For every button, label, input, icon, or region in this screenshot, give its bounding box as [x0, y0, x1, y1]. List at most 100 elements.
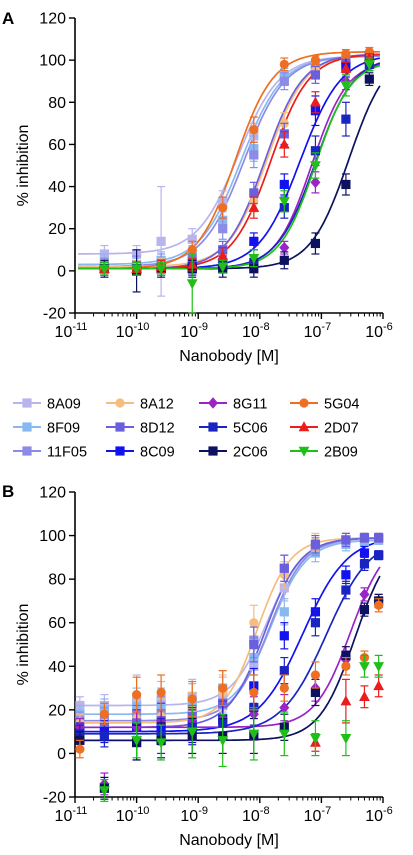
- x-tick-base: 10: [116, 324, 134, 341]
- fit-curve-8f09: [78, 539, 380, 716]
- legend-label-2d07: 2D07: [324, 421, 359, 437]
- y-tick-label: 40: [48, 659, 66, 676]
- x-tick-base: 10: [180, 808, 198, 825]
- legend-marker-5g04: [299, 398, 309, 408]
- point-2d07: [310, 96, 321, 107]
- legend-label-8a12: 8A12: [140, 397, 174, 413]
- legend: 8A09 8A12 8G11 5G04 8F09 8D12 5C06 2D07 11F05 8C0…: [13, 397, 359, 461]
- point-5g04: [374, 600, 384, 610]
- y-tick-label: 20: [48, 221, 66, 238]
- point-2b09: [186, 279, 198, 290]
- fit-curve-8a12: [78, 537, 380, 724]
- point-8a12: [249, 618, 259, 628]
- point-8d12: [249, 188, 259, 198]
- point-2d07: [278, 138, 290, 149]
- point-11f05: [249, 150, 259, 160]
- x-tick-base: 10: [180, 324, 198, 341]
- x-tick-exponent: -7: [321, 321, 331, 333]
- point-8d12: [341, 535, 351, 545]
- point-2b09: [217, 262, 229, 273]
- y-tick-label: 120: [39, 11, 66, 28]
- point-5g04: [156, 687, 166, 698]
- point-2b09: [98, 786, 110, 797]
- point-2c06: [364, 74, 374, 84]
- legend-marker-8a12: [115, 398, 125, 408]
- point-5g04: [218, 683, 228, 693]
- x-tick-label: 10-8: [242, 805, 270, 825]
- point-5g04: [341, 49, 351, 59]
- fit-curve-8g11: [78, 566, 381, 729]
- x-tick-base: 10: [242, 808, 260, 825]
- y-tick-label: 80: [48, 95, 66, 112]
- x-tick-base: 10: [116, 808, 134, 825]
- point-5g04: [249, 125, 259, 135]
- point-2b09: [131, 264, 142, 275]
- x-tick-label: 10-7: [304, 805, 332, 825]
- point-2d07: [217, 250, 229, 261]
- legend-marker-2d07: [298, 421, 310, 432]
- point-8a09: [156, 236, 166, 246]
- point-11f05: [279, 76, 289, 86]
- x-tick-exponent: -10: [134, 321, 150, 333]
- y-tick-label: 40: [48, 179, 66, 196]
- x-tick-exponent: -8: [260, 321, 270, 333]
- point-2d07: [248, 201, 260, 212]
- point-2c06: [341, 179, 351, 190]
- x-tick-label: 10-9: [180, 805, 208, 825]
- point-5g04: [279, 683, 289, 693]
- x-tick-exponent: -10: [134, 805, 150, 817]
- point-11f05: [218, 224, 228, 234]
- legend-label-8f09: 8F09: [47, 421, 80, 437]
- point-2d07: [373, 680, 385, 691]
- point-2b09: [363, 60, 375, 71]
- legend-marker-8g11: [208, 397, 218, 409]
- x-tick-label: 10-6: [365, 805, 393, 825]
- legend-marker-5c06: [208, 422, 218, 432]
- point-8g11: [279, 241, 290, 254]
- fit-curve-5c06: [78, 551, 381, 735]
- x-tick-base: 10: [55, 808, 73, 825]
- fit-curve-8c09: [78, 57, 381, 270]
- x-tick-label: 10-10: [116, 321, 150, 341]
- point-5c06: [341, 114, 351, 124]
- y-tick-label: 0: [57, 746, 66, 763]
- point-2b09: [98, 264, 110, 275]
- legend-marker-8c09: [115, 446, 125, 456]
- panel-letter-a: A: [2, 9, 14, 28]
- point-8c09: [279, 179, 289, 190]
- x-tick-label: 10-11: [55, 805, 88, 825]
- point-2b09: [186, 727, 198, 738]
- x-tick-exponent: -9: [198, 321, 208, 333]
- point-5c06: [374, 550, 384, 560]
- fit-curve-8c09: [78, 540, 381, 733]
- x-tick-exponent: -6: [383, 321, 393, 333]
- point-2b09: [278, 197, 290, 208]
- point-2b09: [248, 729, 260, 740]
- x-tick-label: 10-7: [304, 321, 332, 341]
- point-8g11: [279, 701, 290, 714]
- point-8f09: [279, 607, 289, 617]
- point-2b09: [359, 662, 370, 673]
- point-8c09: [341, 570, 351, 580]
- point-5g04: [187, 245, 197, 255]
- x-tick-base: 10: [304, 808, 322, 825]
- legend-label-2b09: 2B09: [324, 445, 358, 461]
- x-tick-base: 10: [242, 324, 260, 341]
- legend-label-8c09: 8C09: [140, 445, 175, 461]
- y-tick-label: 100: [39, 53, 66, 70]
- point-2b09: [131, 736, 142, 747]
- legend-label-11f05: 11F05: [47, 445, 87, 461]
- y-axis-title: % inhibition: [15, 604, 32, 686]
- point-2b09: [155, 738, 167, 749]
- point-2b09: [340, 81, 352, 92]
- point-2b09: [340, 733, 352, 744]
- point-5g04: [75, 744, 85, 754]
- point-2d07: [340, 695, 352, 706]
- point-8d12: [279, 563, 289, 573]
- point-5g04: [132, 690, 142, 700]
- point-8g11: [359, 588, 370, 601]
- x-tick-base: 10: [365, 808, 383, 825]
- point-8c09: [249, 236, 259, 246]
- point-8d12: [249, 639, 259, 650]
- point-5g04: [279, 59, 289, 69]
